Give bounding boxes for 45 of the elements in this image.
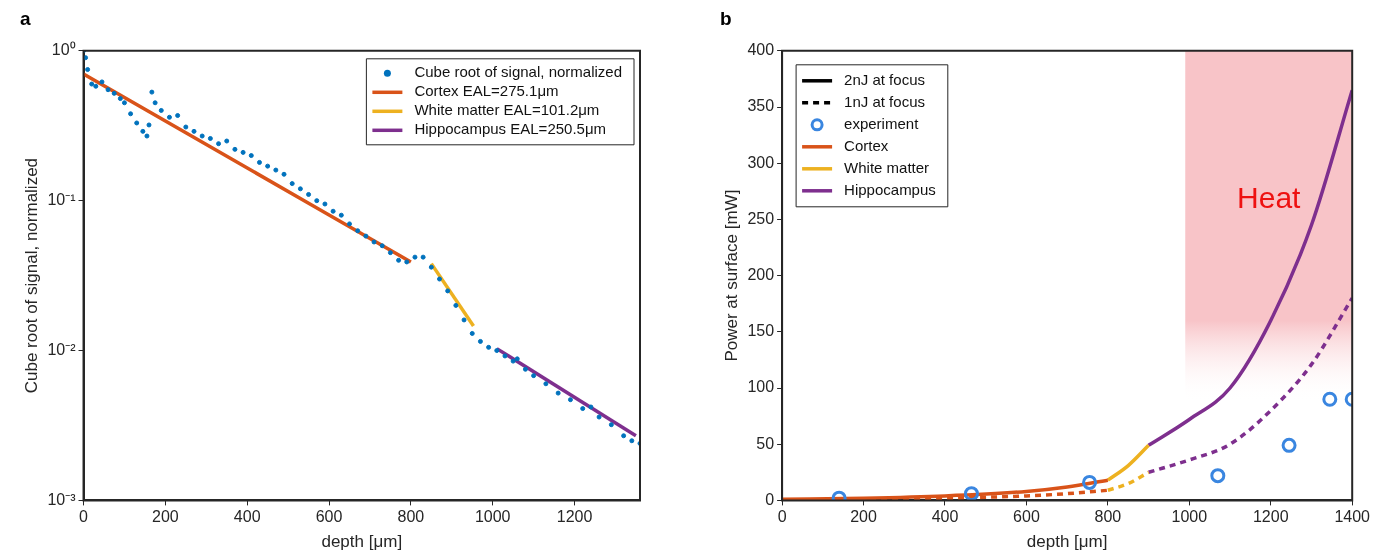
x-tick-label: 600: [315, 508, 343, 526]
chart-title: b: [720, 7, 732, 29]
chart-title: a: [20, 7, 31, 29]
x-tick-label: 400: [233, 508, 261, 526]
legend-label: White matter: [844, 158, 930, 176]
x-tick-label: 0: [777, 508, 787, 526]
x-tick-label: 0: [79, 508, 89, 526]
y-tick-label: 300: [747, 153, 775, 171]
x-axis-title: depth [μm]: [1026, 532, 1108, 552]
x-axis-title: depth [μm]: [321, 532, 403, 552]
y-tick-label: 250: [747, 209, 775, 227]
y-tick-label: 150: [747, 322, 775, 340]
y-tick-label: 10⁻¹: [47, 191, 76, 209]
x-tick-label: 1200: [1252, 508, 1289, 526]
x-tick-label: 800: [397, 508, 425, 526]
y-tick-label: 0: [765, 490, 775, 508]
x-tick-label: 200: [152, 508, 179, 526]
y-tick-label: 100: [747, 378, 775, 396]
x-tick-label: 200: [850, 508, 877, 526]
legend-label: Cube root of signal, normalized: [414, 63, 623, 81]
y-tick-label: 10⁻²: [47, 340, 77, 358]
legend-label: Hippocampus: [844, 180, 936, 198]
legend-label: 1nJ at focus: [844, 92, 925, 110]
legend-label: Cortex: [844, 136, 889, 154]
y-tick-label: 10⁰: [51, 41, 76, 59]
legend-label: 2nJ at focus: [844, 70, 925, 88]
y-tick-label: 400: [747, 41, 775, 59]
legend-label: experiment: [844, 114, 920, 132]
band-label: Heat: [1237, 181, 1302, 215]
y-tick-label: 50: [756, 434, 775, 452]
y-axis-title: Cube root of signal, normalized: [21, 157, 41, 394]
y-tick-label: 350: [747, 97, 775, 115]
x-tick-label: 1200: [556, 508, 593, 526]
x-tick-label: 1000: [1171, 508, 1208, 526]
legend-label: Hippocampus EAL=250.5μm: [414, 120, 607, 138]
x-tick-label: 600: [1013, 508, 1040, 526]
x-tick-label: 1000: [474, 508, 511, 526]
legend-label: Cortex EAL=275.1μm: [414, 82, 559, 100]
x-tick-label: 400: [931, 508, 959, 526]
x-tick-label: 800: [1094, 508, 1122, 526]
x-tick-label: 1400: [1334, 508, 1371, 526]
y-axis-title: Power at surface [mW]: [721, 189, 741, 362]
y-tick-label: 200: [747, 266, 775, 284]
y-tick-label: 10⁻³: [47, 490, 77, 508]
legend-label: White matter EAL=101.2μm: [414, 101, 600, 119]
